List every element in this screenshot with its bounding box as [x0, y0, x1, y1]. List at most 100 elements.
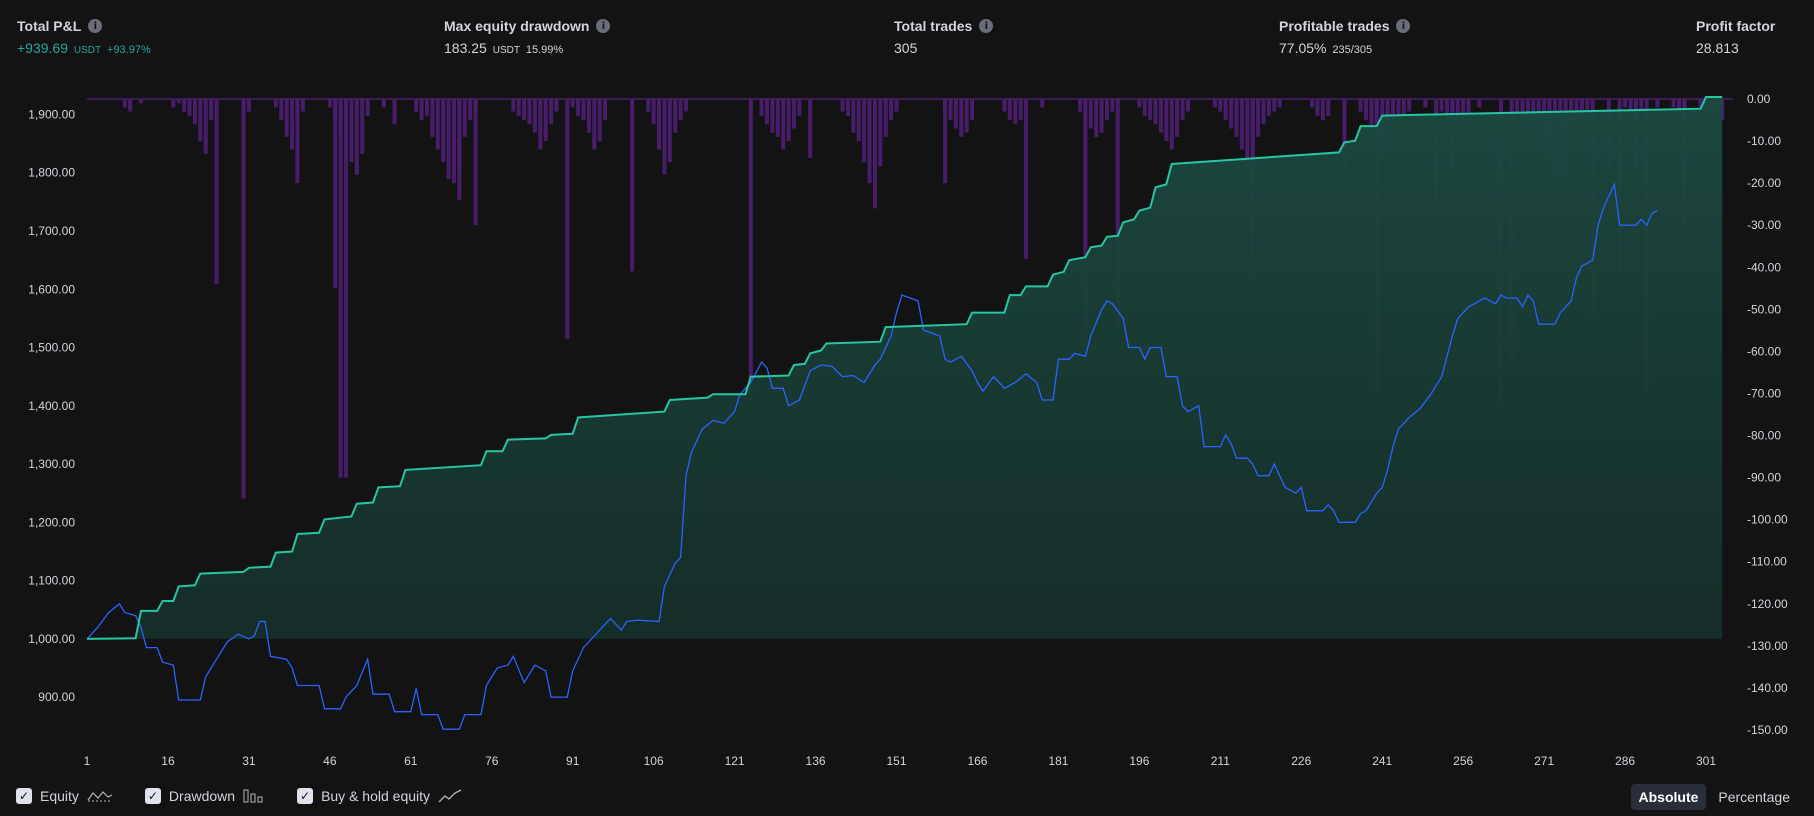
buyhold-line: [86, 182, 1658, 730]
drawdown-bar: [1245, 99, 1250, 163]
drawdown-bar: [1444, 99, 1449, 121]
left-tick-label: 1,200.00: [28, 515, 75, 529]
drawdown-bar: [203, 99, 208, 154]
check-icon[interactable]: ✓: [297, 788, 314, 804]
drawdown-bar: [333, 99, 338, 289]
drawdown-bar: [1256, 99, 1261, 137]
drawdown-bar: [192, 99, 197, 125]
absolute-button[interactable]: Absolute: [1630, 784, 1707, 810]
stat-value: +939.69: [17, 40, 68, 56]
stat-value: 305: [894, 40, 918, 56]
legend-equity[interactable]: ✓ Equity: [16, 788, 113, 804]
x-tick-label: 46: [323, 754, 337, 768]
drawdown-bar: [522, 99, 527, 121]
check-icon[interactable]: ✓: [16, 788, 32, 804]
equity-line: [86, 96, 1723, 640]
drawdown-bar: [576, 99, 581, 116]
legend-drawdown[interactable]: ✓ Drawdown: [144, 788, 265, 804]
drawdown-bar: [948, 99, 953, 121]
drawdown-bar: [128, 99, 133, 112]
drawdown-bar: [473, 99, 478, 226]
drawdown-bar: [1040, 99, 1045, 108]
drawdown-bar: [138, 99, 143, 104]
stat-value: 28.813: [1696, 40, 1739, 56]
drawdown-bar: [662, 99, 667, 175]
x-tick-label: 271: [1534, 754, 1554, 768]
x-tick-label: 196: [1129, 754, 1149, 768]
x-tick-label: 226: [1291, 754, 1311, 768]
drawdown-bar: [451, 99, 457, 184]
x-tick-label: 181: [1048, 754, 1068, 768]
x-tick-label: 166: [967, 754, 987, 768]
stat-label: Total P&L: [17, 18, 82, 34]
drawdown-bar: [516, 99, 521, 116]
right-tick-label: -60.00: [1747, 344, 1781, 358]
left-tick-label: 1,400.00: [28, 399, 75, 413]
drawdown-bar: [1180, 99, 1185, 121]
x-tick-label: 61: [404, 754, 418, 768]
right-tick-label: -20.00: [1747, 176, 1781, 190]
stat-value: 77.05%: [1279, 40, 1327, 56]
buyhold-line-icon: [438, 789, 462, 803]
info-icon[interactable]: i: [979, 19, 994, 33]
right-tick-label: -120.00: [1747, 597, 1788, 611]
drawdown-bar: [872, 99, 877, 209]
info-icon[interactable]: i: [596, 19, 611, 33]
drawdown-bar: [791, 99, 796, 129]
percentage-button[interactable]: Percentage: [1718, 789, 1790, 805]
drawdown-bar: [808, 99, 813, 158]
right-tick-label: -50.00: [1747, 302, 1781, 316]
x-tick-label: 91: [566, 754, 580, 768]
drawdown-bar: [1677, 99, 1682, 112]
drawdown-bar: [295, 99, 300, 184]
stat-unit: USDT: [492, 45, 520, 56]
drawdown-bar: [1158, 99, 1163, 133]
drawdown-bar: [894, 99, 899, 112]
drawdown-bar: [1234, 99, 1239, 137]
drawdown-bar: [630, 99, 635, 272]
stat-max-drawdown: Max equity drawdown i 183.25 USDT 15.99%: [444, 18, 611, 56]
x-tick-label: 301: [1696, 754, 1716, 768]
drawdown-bar: [646, 99, 651, 112]
legend: ✓ Equity ✓ Drawdown ✓ Buy & hold equity: [16, 788, 462, 804]
equity-area: [87, 97, 1723, 639]
drawdown-bar: [1272, 99, 1277, 112]
drawdown-bar: [284, 99, 289, 137]
check-icon[interactable]: ✓: [144, 788, 161, 804]
drawdown-bar: [1315, 99, 1320, 116]
equity-line-icon: [87, 791, 113, 802]
x-tick-label: 241: [1372, 754, 1392, 768]
drawdown-bar: [1515, 99, 1520, 116]
x-tick-label: 1: [84, 754, 91, 768]
drawdown-bar: [1655, 99, 1660, 108]
drawdown-bar: [603, 99, 608, 121]
drawdown-bar: [1585, 99, 1590, 112]
drawdown-bar: [1024, 99, 1029, 259]
drawdown-bar: [840, 99, 845, 112]
x-tick-label: 121: [725, 754, 745, 768]
drawdown-bar: [1310, 99, 1315, 108]
info-icon[interactable]: i: [88, 19, 103, 33]
drawdown-bar: [1477, 99, 1482, 108]
drawdown-bar: [1423, 99, 1428, 108]
drawdown-bar: [360, 99, 365, 154]
drawdown-bar: [1223, 99, 1228, 121]
drawdown-bar: [1628, 99, 1633, 112]
drawdown-bar: [214, 99, 219, 285]
drawdown-bar: [527, 99, 532, 125]
legend-buyhold[interactable]: ✓ Buy & hold equity: [297, 788, 462, 804]
equity-chart[interactable]: 900.00 1,000.00 1,100.00 1,200.00 1,300.00 1,…: [0, 80, 1814, 780]
drawdown-bar: [1623, 99, 1628, 108]
right-tick-label: -10.00: [1747, 134, 1781, 148]
drawdown-bar: [1099, 99, 1104, 133]
drawdown-bar: [424, 99, 430, 116]
info-icon[interactable]: i: [1396, 19, 1411, 33]
drawdown-bar: [797, 99, 802, 116]
drawdown-bar: [549, 99, 554, 125]
drawdown-bar: [1094, 99, 1099, 137]
drawdown-bar: [1266, 99, 1271, 116]
drawdown-bar: [543, 99, 548, 142]
stat-pct: 15.99%: [525, 44, 564, 56]
left-axis: 900.00 1,000.00 1,100.00 1,200.00 1,300.00 1,…: [28, 107, 75, 704]
right-axis: 0.00 -10.00 -20.00 -30.00 -40.00 -50.00 -60.00…: [1747, 92, 1788, 737]
